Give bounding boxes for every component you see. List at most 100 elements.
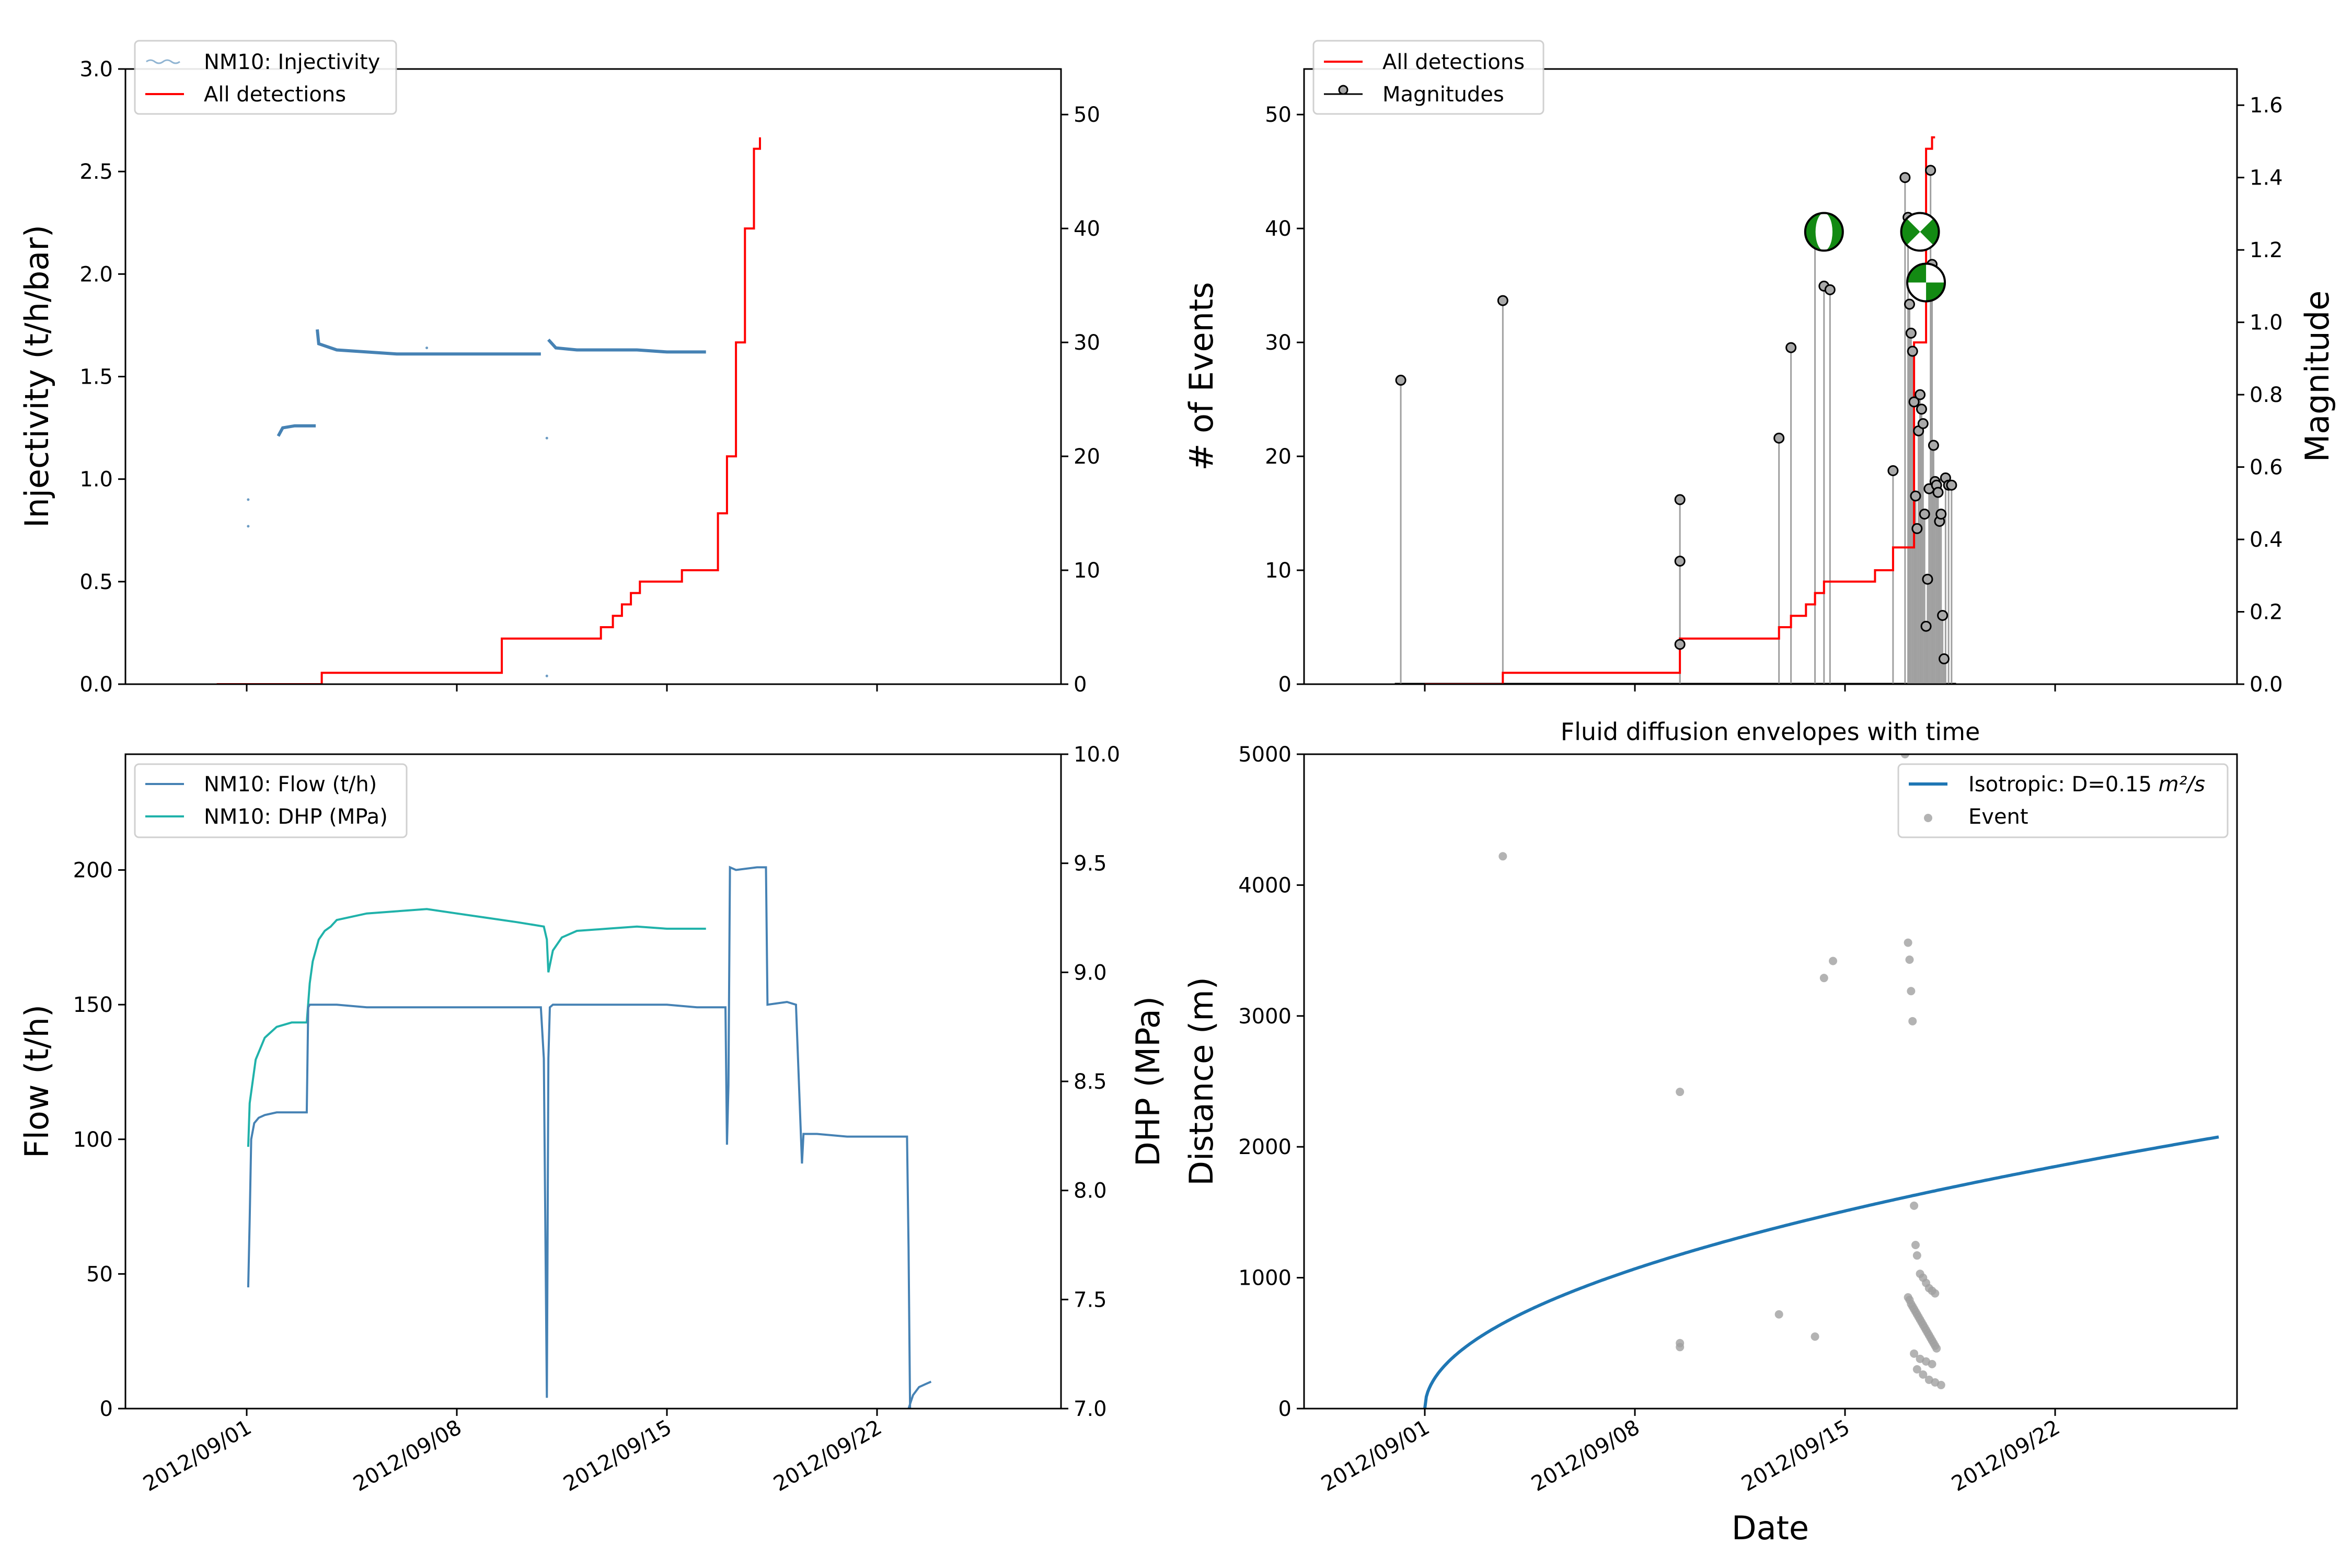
magnitude-marker xyxy=(1915,389,1926,400)
injectivity-stray-point xyxy=(425,347,429,350)
diffusion-y-tick-label: 5000 xyxy=(1238,743,1292,767)
event-point xyxy=(1911,1241,1920,1249)
injectivity-y-tick-label: 2.5 xyxy=(79,160,113,184)
event-legend-marker xyxy=(1924,814,1932,822)
events-legend-box xyxy=(1312,40,1544,115)
magnitude-y-tick-label: 0.0 xyxy=(2250,673,2283,697)
event-legend-label: Event xyxy=(1968,805,2028,829)
magnitude-marker xyxy=(1497,295,1508,306)
focal-mechanism-beachball xyxy=(1804,212,1844,252)
diffusion-legend-box xyxy=(1897,763,2229,838)
events-legend: All detections Magnitudes xyxy=(1312,40,1544,115)
dhp-y-tick-label: 10.0 xyxy=(1074,743,1120,767)
magnitude-marker xyxy=(1917,418,1929,430)
flow-y-tick-label: 100 xyxy=(73,1128,113,1152)
magnitudes-legend-label: Magnitudes xyxy=(1382,83,1504,107)
beachball-compressional-left xyxy=(1805,213,1824,251)
injectivity-panel: 0.0 0.5 1.0 1.5 2.0 2.5 3.0 0 10 20 30 40 50 Injecti… xyxy=(18,40,1100,697)
magnitude-marker xyxy=(1910,490,1921,502)
events-y-tick-label: 40 xyxy=(1265,217,1292,241)
magnitude-marker xyxy=(1946,479,1957,491)
dhp-y-axis-label: DHP (MPa) xyxy=(1129,996,1167,1167)
dhp-legend-label: NM10: DHP (MPa) xyxy=(204,805,388,829)
event-point xyxy=(1936,1380,1945,1389)
events-axes-frame xyxy=(1303,68,2238,685)
events-y-tick-label: 10 xyxy=(1265,559,1292,583)
detections-y-tick-label: 0 xyxy=(1074,673,1087,697)
flow-legend-box xyxy=(134,763,408,838)
event-point xyxy=(1932,1344,1941,1353)
injectivity-y-axis-label: Injectivity (t/h/bar) xyxy=(18,225,56,528)
flow-line xyxy=(247,866,912,1409)
magnitude-marker xyxy=(1887,465,1899,477)
event-point xyxy=(1905,955,1914,964)
magnitude-y-tick-label: 1.4 xyxy=(2250,166,2283,190)
events-y-tick-label: 0 xyxy=(1278,673,1292,697)
flow-recovery-line xyxy=(907,1380,932,1409)
magnitude-marker xyxy=(1905,327,1917,339)
injectivity-legend: NM10: Injectivity All detections xyxy=(134,40,397,115)
envelope-legend-label: Isotropic: D=0.15 m²/s xyxy=(1968,773,2205,797)
focal-mechanism-beachball xyxy=(1900,212,1940,252)
flow-y-tick-label: 200 xyxy=(73,859,113,883)
injectivity-line-segment xyxy=(316,329,541,356)
events-detections-step-line xyxy=(1425,136,1935,684)
event-point xyxy=(1931,1289,1940,1298)
event-point xyxy=(1908,1017,1917,1025)
magnitude-y-tick-label: 0.6 xyxy=(2250,456,2283,480)
diffusion-title: Fluid diffusion envelopes with time xyxy=(1561,718,1980,746)
focal-mechanism-beachball xyxy=(1906,262,1946,303)
flow-legend-label: NM10: Flow (t/h) xyxy=(204,773,377,797)
event-point xyxy=(1912,1251,1921,1260)
detections-y-tick-label: 10 xyxy=(1074,559,1100,583)
magnitude-y-axis-label: Magnitude xyxy=(2298,291,2336,462)
detections-y-tick-label: 30 xyxy=(1074,331,1100,355)
diffusion-y-tick-label: 0 xyxy=(1278,1397,1292,1421)
magnitude-marker xyxy=(1922,573,1933,585)
event-point xyxy=(1900,754,1909,758)
dhp-y-tick-label: 9.5 xyxy=(1074,852,1107,876)
beachball-outline xyxy=(1900,212,1940,252)
injectivity-ticks: 0.0 0.5 1.0 1.5 2.0 2.5 3.0 0 10 20 30 40 50 xyxy=(79,57,1100,697)
event-point xyxy=(1928,1359,1936,1368)
diffusion-y-tick-label: 4000 xyxy=(1238,873,1292,897)
event-point xyxy=(1811,1332,1819,1341)
events-plot-area xyxy=(1394,136,1957,684)
dhp-y-tick-label: 8.0 xyxy=(1074,1179,1107,1203)
events-panel: 0 10 20 30 40 50 0.0 0.2 0.4 0.6 0.8 1.0 1.2 1.4 1.6 #… xyxy=(1182,40,2336,697)
events-detections-legend-label: All detections xyxy=(1382,50,1525,74)
injectivity-y-tick-label: 1.0 xyxy=(79,468,113,492)
dhp-y-tick-label: 7.5 xyxy=(1074,1288,1107,1312)
detections-y-tick-label: 20 xyxy=(1074,445,1100,469)
injectivity-line-segment xyxy=(547,338,706,354)
magnitude-y-tick-label: 0.8 xyxy=(2250,383,2283,407)
events-y-axis-label: # of Events xyxy=(1182,282,1220,470)
event-point xyxy=(1819,974,1828,983)
magnitude-y-tick-label: 1.0 xyxy=(2250,311,2283,335)
magnitude-marker xyxy=(1925,165,1936,176)
beachball-compressional-right xyxy=(1920,218,1939,245)
magnitudes-legend-marker xyxy=(1338,85,1348,95)
event-point xyxy=(1910,1349,1919,1358)
magnitude-marker xyxy=(1899,172,1911,183)
flow-y-tick-label: 50 xyxy=(86,1262,113,1286)
diffusion-y-tick-label: 3000 xyxy=(1238,1005,1292,1029)
diffusion-y-tick-label: 2000 xyxy=(1238,1135,1292,1159)
magnitude-y-tick-label: 1.2 xyxy=(2250,238,2283,262)
injectivity-legend-label: NM10: Injectivity xyxy=(204,50,380,74)
beachball-compressional-upper-left xyxy=(1907,263,1927,283)
flow-legend: NM10: Flow (t/h) NM10: DHP (MPa) xyxy=(134,763,408,838)
dhp-y-tick-label: 7.0 xyxy=(1074,1397,1107,1421)
beachball-compressional-lower-right xyxy=(1926,282,1945,302)
injectivity-legend-swatch xyxy=(146,59,180,64)
magnitude-y-tick-label: 1.6 xyxy=(2250,94,2283,118)
detections-step-line xyxy=(216,137,761,684)
magnitude-marker xyxy=(1773,432,1785,444)
flow-y-tick-label: 0 xyxy=(100,1397,113,1421)
beachball-outline xyxy=(1804,212,1844,252)
injectivity-y-tick-label: 2.0 xyxy=(79,262,113,286)
injectivity-y-tick-label: 0.5 xyxy=(79,570,113,594)
magnitude-marker xyxy=(1916,403,1927,415)
events-y-tick-label: 30 xyxy=(1265,331,1292,355)
event-point xyxy=(1829,956,1838,965)
